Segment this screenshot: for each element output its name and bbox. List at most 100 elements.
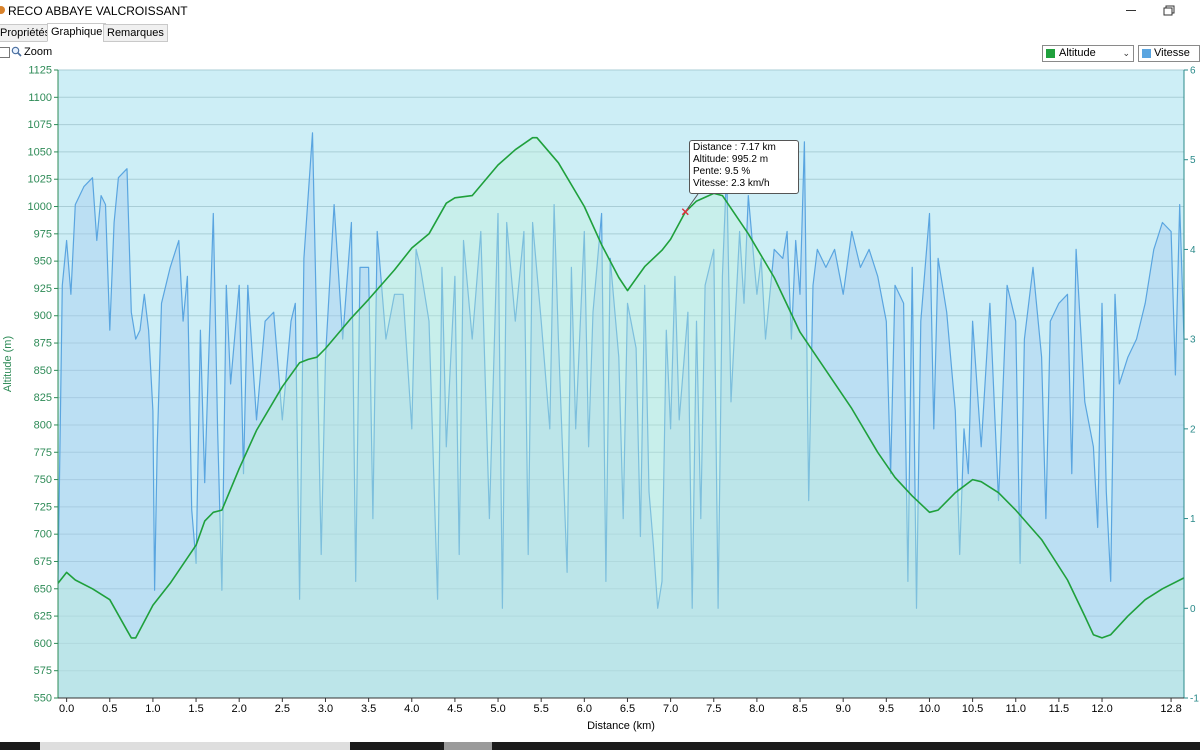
x-tick-label: 5.0 <box>490 703 505 715</box>
speed-legend-toggle[interactable]: Vitesse <box>1138 45 1200 62</box>
series-dropdown[interactable]: Altitude ⌄ <box>1042 45 1134 62</box>
tab-bar: Propriétés Graphique Remarques <box>0 23 1200 42</box>
speed-area <box>58 132 1184 699</box>
x-tick-label: 11.0 <box>1005 703 1026 715</box>
altitude-swatch <box>1046 49 1055 58</box>
taskbar <box>0 742 1200 750</box>
x-tick-label: 4.5 <box>447 703 462 715</box>
y2-tick-label: 5 <box>1190 155 1196 166</box>
x-tick-label: 3.0 <box>318 703 333 715</box>
tooltip-slope: Pente: 9.5 % <box>693 166 751 177</box>
y-tick-label: 1050 <box>28 146 52 158</box>
x-tick-label: 1.0 <box>145 703 160 715</box>
y-tick-label: 1125 <box>28 65 52 77</box>
axes: 5505756006256506757007257507758008258508… <box>2 65 1199 733</box>
zoom-checkbox[interactable] <box>0 47 10 58</box>
x-tick-label: 6.0 <box>577 703 592 715</box>
y-tick-label: 1000 <box>28 201 52 213</box>
y-tick-label: 550 <box>34 693 52 705</box>
gridlines <box>58 69 1184 699</box>
restore-button[interactable] <box>1158 3 1180 19</box>
y-tick-label: 675 <box>34 556 52 568</box>
zoom-label: Zoom <box>24 46 53 58</box>
y-tick-label: 1100 <box>28 92 52 104</box>
y-tick-label: 700 <box>34 529 52 541</box>
y-tick-label: 575 <box>34 665 52 677</box>
x-tick-label: 9.5 <box>879 703 894 715</box>
x-tick-label: 7.0 <box>663 703 678 715</box>
altitude-series <box>57 136 1185 698</box>
minimize-button[interactable] <box>1118 0 1148 22</box>
speed-swatch <box>1142 49 1151 58</box>
altitude-line <box>57 136 1185 639</box>
x-tick-label: 12.8 <box>1160 703 1181 715</box>
y-tick-label: 750 <box>34 474 52 486</box>
taskbar-item[interactable] <box>40 742 350 750</box>
x-tick-label: 12.0 <box>1091 703 1112 715</box>
window-title: RECO ABBAYE VALCROISSANT <box>8 4 188 18</box>
x-tick-label: 8.0 <box>749 703 764 715</box>
y-tick-label: 775 <box>34 447 52 459</box>
y-axis-label: Altitude (m) <box>2 336 14 392</box>
x-tick-label: 6.5 <box>620 703 635 715</box>
x-tick-label: 0.0 <box>59 703 74 715</box>
y2-tick-label: 3 <box>1190 335 1196 346</box>
app-icon <box>0 6 5 14</box>
taskbar-item[interactable] <box>444 742 492 750</box>
tooltip-altitude: Altitude: 995.2 m <box>693 154 769 165</box>
title-bar: RECO ABBAYE VALCROISSANT <box>0 0 1200 22</box>
y2-tick-label: 4 <box>1190 245 1196 256</box>
magnifier-icon <box>11 46 22 57</box>
y2-tick-label: 2 <box>1190 424 1196 435</box>
x-tick-label: 5.5 <box>534 703 549 715</box>
y-tick-label: 1075 <box>28 119 52 131</box>
x-tick-label: 10.0 <box>919 703 940 715</box>
hover-marker <box>681 193 699 216</box>
tab-graphique[interactable]: Graphique <box>47 23 107 42</box>
x-tick-label: 2.0 <box>232 703 247 715</box>
x-axis-label: Distance (km) <box>587 720 655 732</box>
y2-tick-label: -1 <box>1190 694 1199 705</box>
y-tick-label: 850 <box>34 365 52 377</box>
y-tick-label: 875 <box>34 338 52 350</box>
y2-tick-label: 1 <box>1190 514 1196 525</box>
x-tick-label: 10.5 <box>962 703 983 715</box>
chevron-down-icon: ⌄ <box>1122 48 1130 58</box>
restore-icon <box>1163 5 1175 16</box>
y-tick-label: 1025 <box>28 174 52 186</box>
y-tick-label: 650 <box>34 583 52 595</box>
y-tick-label: 900 <box>34 310 52 322</box>
y-tick-label: 625 <box>34 611 52 623</box>
y-tick-label: 975 <box>34 228 52 240</box>
hover-point <box>681 208 689 216</box>
x-tick-label: 3.5 <box>361 703 376 715</box>
altitude-area <box>58 137 1184 698</box>
x-tick-label: 2.5 <box>275 703 290 715</box>
x-tick-label: 1.5 <box>188 703 203 715</box>
data-tooltip: Distance : 7.17 km Altitude: 995.2 m Pen… <box>689 140 799 194</box>
x-tick-label: 8.5 <box>792 703 807 715</box>
y-tick-label: 925 <box>34 283 52 295</box>
x-tick-label: 11.5 <box>1049 703 1070 715</box>
y-tick-label: 950 <box>34 256 52 268</box>
y-tick-label: 725 <box>34 501 52 513</box>
tooltip-distance: Distance : 7.17 km <box>693 142 776 153</box>
x-tick-label: 9.0 <box>836 703 851 715</box>
tab-remarques[interactable]: Remarques <box>103 24 168 42</box>
speed-line <box>57 132 1185 609</box>
tab-proprietes[interactable]: Propriétés <box>0 24 55 42</box>
speed-series <box>57 132 1185 699</box>
x-tick-label: 0.5 <box>102 703 117 715</box>
y2-tick-label: 0 <box>1190 604 1196 615</box>
y-tick-label: 800 <box>34 419 52 431</box>
series-dropdown-value: Altitude <box>1059 47 1096 59</box>
speed-legend-label: Vitesse <box>1154 47 1190 59</box>
x-tick-label: 4.0 <box>404 703 419 715</box>
chart-toolbar: Zoom Altitude ⌄ Vitesse <box>0 42 1200 64</box>
y-tick-label: 600 <box>34 638 52 650</box>
x-tick-label: 7.5 <box>706 703 721 715</box>
y-tick-label: 825 <box>34 392 52 404</box>
y2-tick-label: 6 <box>1190 66 1196 77</box>
tooltip-speed: Vitesse: 2.3 km/h <box>693 178 770 189</box>
